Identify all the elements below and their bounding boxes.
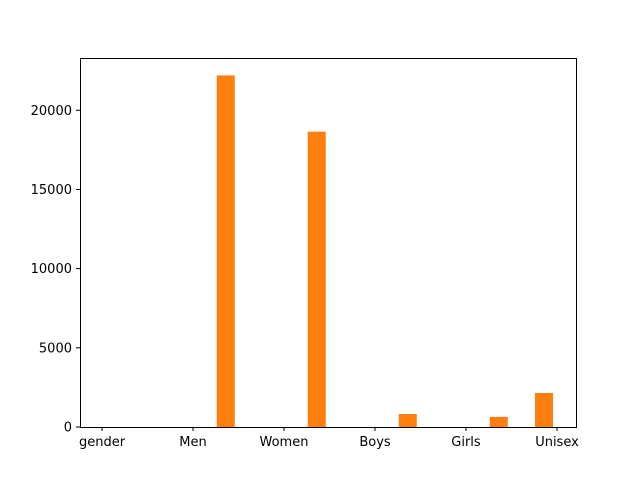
bar-women [307,131,326,427]
y-tick-label: 20000 [31,104,72,119]
bars-group [216,75,553,428]
y-axis: 0 5000 10000 15000 20000 [31,104,80,436]
x-tick-label: Women [260,435,309,450]
plot-frame [80,58,577,428]
y-tick-label: 15000 [31,183,72,198]
bar-unisex [535,392,553,427]
y-tick-label: 10000 [31,262,72,277]
x-axis: gender Men Women Boys Girls Unisex [79,427,579,450]
bar-girls [489,416,508,427]
x-tick-label: Men [179,435,206,450]
x-tick-label: Unisex [535,435,579,450]
y-tick-label: 0 [64,421,72,436]
bar-boys [398,414,417,427]
x-tick-label: Boys [359,435,391,450]
y-tick-label: 5000 [39,341,72,356]
x-tick-label: gender [79,435,126,450]
bar-men [216,75,235,428]
x-tick-label: Girls [451,435,481,450]
